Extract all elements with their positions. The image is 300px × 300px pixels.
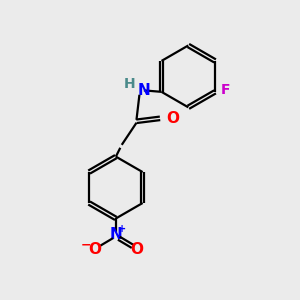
- Text: F: F: [220, 83, 230, 98]
- Text: −: −: [81, 238, 92, 251]
- Text: O: O: [130, 242, 144, 257]
- Text: N: N: [110, 227, 122, 242]
- Text: O: O: [167, 111, 179, 126]
- Text: O: O: [88, 242, 101, 257]
- Text: +: +: [118, 224, 126, 234]
- Text: N: N: [137, 83, 150, 98]
- Text: H: H: [124, 77, 136, 91]
